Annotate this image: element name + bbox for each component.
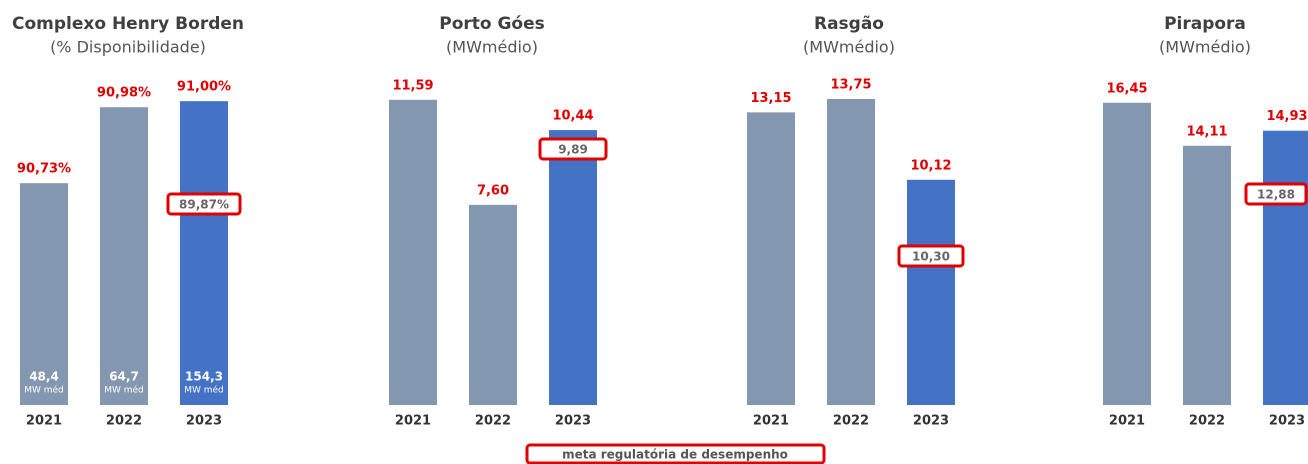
value-label: 14,93 — [1266, 109, 1307, 124]
bar — [389, 99, 437, 406]
inner-label: 154,3 — [185, 370, 223, 384]
value-label: 91,00% — [177, 80, 231, 95]
panel-subtitle: (MWmédio) — [1159, 38, 1251, 57]
x-tick-label: 2021 — [753, 414, 789, 429]
x-tick-label: 2021 — [1109, 414, 1145, 429]
value-label: 90,73% — [17, 162, 71, 177]
value-label: 10,44 — [552, 109, 593, 124]
x-tick-label: 2023 — [186, 414, 222, 429]
x-tick-label: 2023 — [555, 414, 591, 429]
x-tick-label: 2022 — [106, 414, 142, 429]
value-label: 14,11 — [1186, 124, 1227, 139]
panel-title: Pirapora — [1164, 14, 1246, 34]
value-label: 16,45 — [1106, 81, 1147, 96]
legend-box — [525, 443, 826, 464]
bar — [549, 130, 597, 405]
target-label: 9,89 — [558, 143, 588, 157]
x-tick-label: 2021 — [395, 414, 431, 429]
x-tick-label: 2023 — [913, 414, 949, 429]
target-box — [1244, 182, 1308, 206]
bar — [100, 107, 148, 405]
bar — [747, 112, 795, 405]
x-tick-label: 2022 — [833, 414, 869, 429]
target-label: 10,30 — [912, 250, 950, 264]
value-label: 7,60 — [477, 183, 509, 198]
inner-label: 48,4 — [29, 370, 59, 384]
panel-subtitle: (MWmédio) — [803, 38, 895, 57]
panel-subtitle: (% Disponibilidade) — [50, 38, 206, 57]
bar — [1103, 102, 1151, 406]
bar — [1183, 145, 1231, 405]
x-tick-label: 2022 — [1189, 414, 1225, 429]
bar — [180, 101, 228, 406]
inner-unit: MW méd — [24, 385, 64, 396]
panel-title: Complexo Henry Borden — [12, 14, 244, 34]
bar — [469, 204, 517, 405]
panel-title: Porto Góes — [439, 14, 545, 34]
x-tick-label: 2022 — [475, 414, 511, 429]
panel-title: Rasgão — [814, 14, 884, 34]
bar — [1263, 130, 1308, 405]
x-tick-label: 2023 — [1269, 414, 1305, 429]
panel-subtitle: (MWmédio) — [446, 38, 538, 57]
target-label: 89,87% — [179, 198, 229, 212]
legend-label: meta regulatória de desempenho — [562, 448, 788, 462]
value-label: 13,75 — [830, 78, 871, 93]
bar — [827, 99, 875, 405]
bar — [907, 179, 955, 405]
target-label: 12,88 — [1257, 188, 1295, 202]
target-box — [166, 192, 242, 216]
value-label: 13,15 — [750, 91, 791, 106]
value-label: 11,59 — [392, 78, 433, 93]
value-label: 10,12 — [910, 158, 951, 173]
value-label: 90,98% — [97, 86, 151, 101]
bar — [20, 183, 68, 405]
target-box — [897, 244, 965, 268]
x-tick-label: 2021 — [26, 414, 62, 429]
target-box — [538, 137, 608, 161]
inner-unit: MW méd — [104, 385, 144, 396]
inner-label: 64,7 — [109, 370, 139, 384]
inner-unit: MW méd — [184, 385, 224, 396]
